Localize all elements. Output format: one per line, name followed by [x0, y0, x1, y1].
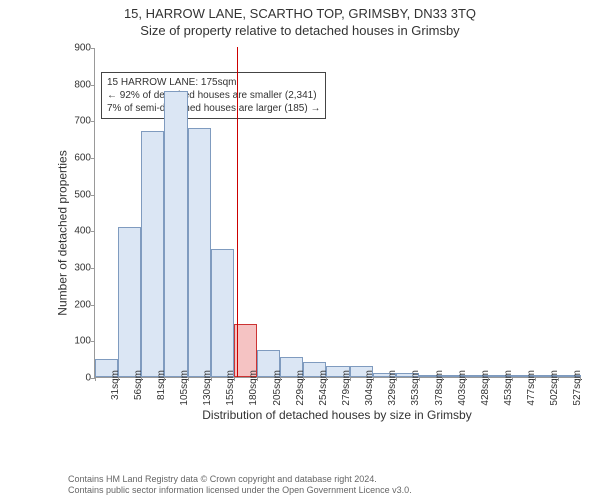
y-tick-label: 600 — [61, 153, 91, 164]
x-tick-mark — [234, 377, 235, 381]
y-tick-label: 200 — [61, 299, 91, 310]
x-tick-mark — [118, 377, 119, 381]
x-tick-mark — [141, 377, 142, 381]
x-tick-mark — [396, 377, 397, 381]
x-tick-mark — [580, 377, 581, 381]
x-tick-mark — [188, 377, 189, 381]
x-tick-mark — [373, 377, 374, 381]
annotation-line1: 15 HARROW LANE: 175sqm — [107, 76, 320, 89]
footer-line1: Contains HM Land Registry data © Crown c… — [68, 474, 412, 485]
reference-vline — [237, 47, 238, 377]
histogram-bar — [164, 91, 187, 377]
x-tick-mark — [303, 377, 304, 381]
y-tick-mark — [91, 268, 95, 269]
y-tick-label: 500 — [61, 189, 91, 200]
x-tick-mark — [326, 377, 327, 381]
y-tick-mark — [91, 231, 95, 232]
x-tick-mark — [350, 377, 351, 381]
x-tick-mark — [211, 377, 212, 381]
x-tick-mark — [558, 377, 559, 381]
y-tick-label: 900 — [61, 43, 91, 54]
x-tick-mark — [164, 377, 165, 381]
y-tick-label: 0 — [61, 373, 91, 384]
y-tick-label: 800 — [61, 79, 91, 90]
x-tick-mark — [488, 377, 489, 381]
x-axis-label: Distribution of detached houses by size … — [94, 408, 580, 422]
x-tick-mark — [257, 377, 258, 381]
y-tick-mark — [91, 85, 95, 86]
y-tick-label: 400 — [61, 226, 91, 237]
x-tick-label: 527sqm — [572, 370, 583, 410]
title-line2: Size of property relative to detached ho… — [0, 23, 600, 38]
x-tick-mark — [419, 377, 420, 381]
annotation-line3: 7% of semi-detached houses are larger (1… — [107, 102, 320, 115]
x-tick-mark — [535, 377, 536, 381]
histogram-bar — [188, 128, 211, 377]
y-tick-mark — [91, 121, 95, 122]
histogram-bar — [118, 227, 141, 377]
x-tick-mark — [465, 377, 466, 381]
y-tick-mark — [91, 195, 95, 196]
x-tick-mark — [442, 377, 443, 381]
y-tick-label: 300 — [61, 263, 91, 274]
histogram-bar — [211, 249, 234, 377]
y-tick-mark — [91, 48, 95, 49]
x-tick-mark — [95, 377, 96, 381]
annotation-box: 15 HARROW LANE: 175sqm ← 92% of detached… — [101, 72, 326, 119]
y-tick-mark — [91, 305, 95, 306]
y-tick-mark — [91, 158, 95, 159]
chart-title-block: 15, HARROW LANE, SCARTHO TOP, GRIMSBY, D… — [0, 0, 600, 38]
title-line1: 15, HARROW LANE, SCARTHO TOP, GRIMSBY, D… — [0, 6, 600, 21]
y-tick-label: 100 — [61, 336, 91, 347]
histogram-bar — [141, 131, 164, 377]
x-tick-mark — [280, 377, 281, 381]
footer-line2: Contains public sector information licen… — [68, 485, 412, 496]
y-tick-label: 700 — [61, 116, 91, 127]
y-tick-mark — [91, 341, 95, 342]
annotation-line2: ← 92% of detached houses are smaller (2,… — [107, 89, 320, 102]
plot-area: 15 HARROW LANE: 175sqm ← 92% of detached… — [94, 48, 580, 378]
x-tick-mark — [512, 377, 513, 381]
footer-attribution: Contains HM Land Registry data © Crown c… — [68, 474, 412, 496]
chart-container: Number of detached properties 15 HARROW … — [50, 48, 580, 418]
